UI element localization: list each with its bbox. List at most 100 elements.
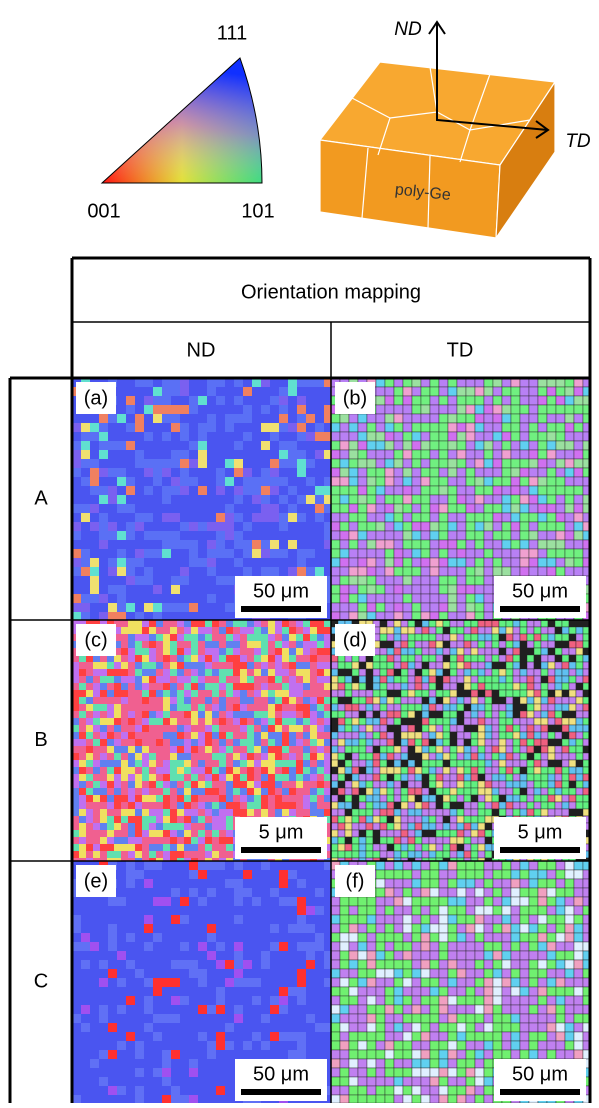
grain: [270, 486, 279, 495]
grain: [436, 732, 443, 739]
grain: [198, 486, 207, 495]
grain: [520, 441, 529, 450]
grain: [99, 549, 108, 558]
grain: [243, 450, 252, 459]
grain: [338, 844, 345, 851]
grain: [149, 739, 156, 746]
grain: [144, 486, 153, 495]
grain: [81, 549, 90, 558]
grain: [576, 683, 583, 690]
grain: [373, 767, 380, 774]
grain: [303, 620, 310, 627]
grain: [198, 760, 205, 767]
grain: [243, 1032, 252, 1041]
grain: [555, 781, 562, 788]
grain: [499, 669, 506, 676]
grain: [234, 432, 243, 441]
grain: [315, 468, 324, 477]
grain: [457, 414, 466, 423]
grain: [288, 540, 297, 549]
grain: [492, 690, 499, 697]
grain: [527, 711, 534, 718]
grain: [135, 441, 144, 450]
grain: [153, 576, 162, 585]
grain: [205, 746, 212, 753]
grain: [457, 486, 466, 495]
grain: [457, 718, 464, 725]
grain: [380, 816, 387, 823]
grain: [556, 522, 565, 531]
grain: [297, 441, 306, 450]
grain: [401, 837, 408, 844]
grain: [394, 641, 401, 648]
grain: [471, 809, 478, 816]
grain: [520, 540, 529, 549]
grain: [81, 432, 90, 441]
grain: [126, 1077, 135, 1086]
grain: [261, 396, 270, 405]
grain: [117, 870, 126, 879]
grain: [86, 802, 93, 809]
grain: [268, 690, 275, 697]
grain: [198, 459, 207, 468]
grain: [412, 612, 421, 620]
grain: [436, 802, 443, 809]
grain: [162, 558, 171, 567]
grain: [282, 648, 289, 655]
grain: [163, 795, 170, 802]
grain: [412, 495, 421, 504]
grain: [324, 1050, 331, 1059]
grain: [359, 816, 366, 823]
grain: [205, 634, 212, 641]
grain: [100, 690, 107, 697]
grain: [502, 477, 511, 486]
grain: [99, 567, 108, 576]
grain: [478, 704, 485, 711]
grain: [270, 468, 279, 477]
grain: [81, 414, 90, 423]
grain: [216, 531, 225, 540]
grain: [279, 567, 288, 576]
grain: [212, 809, 219, 816]
grain: [153, 1023, 162, 1032]
grain: [81, 1005, 90, 1014]
grain: [144, 522, 153, 531]
grain: [394, 861, 403, 870]
grain: [315, 879, 324, 888]
grain: [511, 459, 520, 468]
grain: [394, 697, 401, 704]
grain: [529, 495, 538, 504]
grain: [457, 450, 466, 459]
grain: [149, 648, 156, 655]
grain: [387, 788, 394, 795]
grain: [306, 486, 315, 495]
grain: [324, 795, 331, 802]
grain: [415, 746, 422, 753]
grain: [317, 641, 324, 648]
grain: [359, 823, 366, 830]
grain: [484, 612, 493, 620]
grain: [189, 558, 198, 567]
grain: [506, 760, 513, 767]
grain: [538, 522, 547, 531]
grain: [569, 732, 576, 739]
grain: [471, 774, 478, 781]
grain: [240, 662, 247, 669]
grain: [366, 823, 373, 830]
grain: [439, 531, 448, 540]
grain: [81, 1032, 90, 1041]
grain: [198, 830, 205, 837]
grain: [315, 960, 324, 969]
grain: [556, 441, 565, 450]
grain: [478, 711, 485, 718]
grain: [541, 767, 548, 774]
grain: [331, 788, 338, 795]
grain: [117, 414, 126, 423]
grain: [219, 851, 226, 858]
grain: [128, 634, 135, 641]
grain: [412, 396, 421, 405]
grain: [198, 697, 205, 704]
grain: [527, 802, 534, 809]
grain: [394, 549, 403, 558]
grain: [331, 683, 338, 690]
